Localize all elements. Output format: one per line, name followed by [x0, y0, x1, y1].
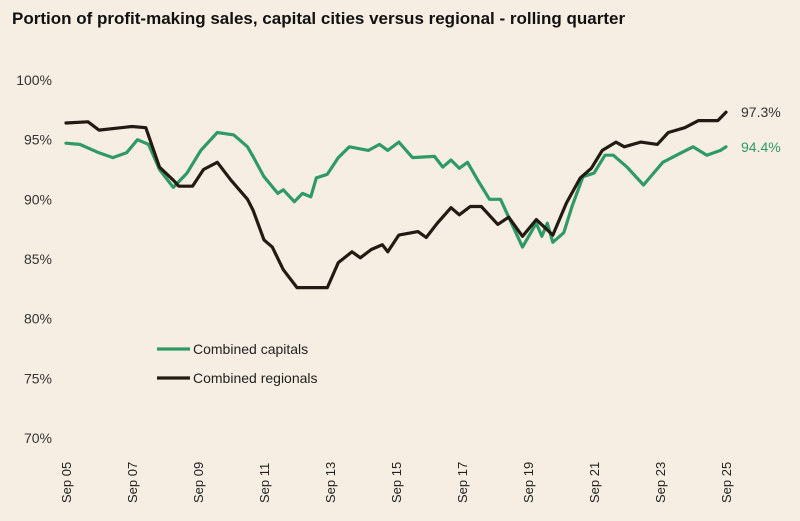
end-value-label: 97.3% — [741, 104, 781, 120]
y-tick-label: 90% — [24, 191, 52, 207]
y-tick-label: 75% — [24, 370, 52, 386]
chart-title: Portion of profit-making sales, capital … — [12, 9, 626, 28]
y-tick-label: 85% — [24, 251, 52, 267]
y-tick-label: 100% — [16, 72, 52, 88]
end-value-label: 94.4% — [741, 139, 781, 155]
x-tick-label: Sep 23 — [653, 462, 668, 503]
x-tick-label: Sep 25 — [719, 462, 734, 503]
x-tick-label: Sep 17 — [455, 462, 470, 503]
x-tick-label: Sep 11 — [257, 463, 272, 503]
series-line-regionals — [64, 110, 728, 290]
y-tick-label: 70% — [24, 430, 52, 446]
legend-label: Combined capitals — [193, 341, 308, 357]
series-line-capitals — [64, 130, 728, 249]
x-tick-label: Sep 07 — [125, 462, 140, 503]
x-tick-label: Sep 09 — [191, 462, 206, 503]
x-tick-label: Sep 21 — [587, 462, 602, 503]
y-tick-label: 80% — [24, 311, 52, 327]
x-tick-label: Sep 13 — [323, 462, 338, 503]
x-tick-label: Sep 05 — [59, 462, 74, 503]
x-tick-label: Sep 19 — [521, 462, 536, 503]
legend-label: Combined regionals — [193, 370, 318, 386]
x-tick-label: Sep 15 — [389, 462, 404, 503]
y-tick-label: 95% — [24, 132, 52, 148]
